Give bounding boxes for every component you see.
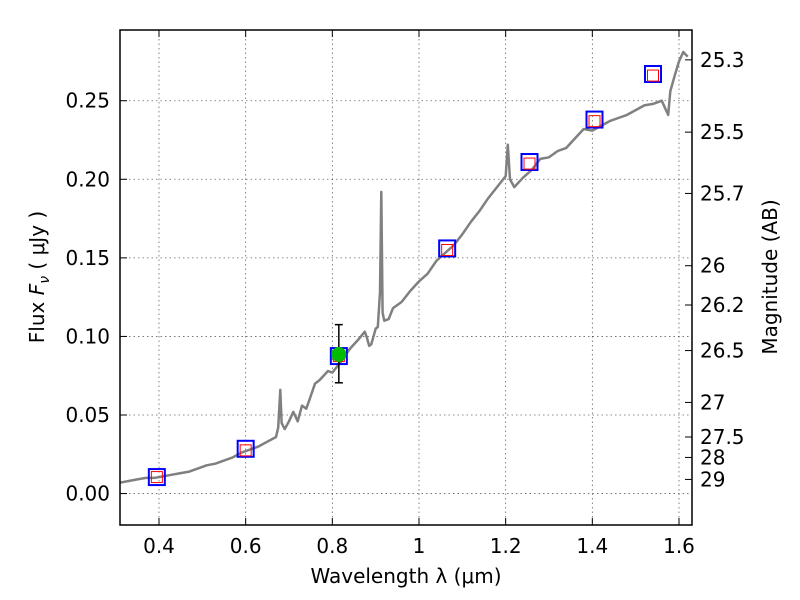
y-axis-title-unit: ( μJy ) <box>25 211 49 276</box>
y-axis-title-subscript: ν <box>37 276 53 284</box>
model-photometry-marker <box>150 471 163 484</box>
x-tick-label: 1 <box>413 534 426 558</box>
y-tick-label: 0.20 <box>65 167 110 191</box>
model-photometry-marker <box>441 244 454 256</box>
model-photometry-marker <box>647 69 659 82</box>
y-tick-label: 0.25 <box>65 89 110 113</box>
y2-tick-label: 29 <box>700 467 725 491</box>
ticks: 0.4 0.6 0.8 1 1.2 1.4 1.6 0.00 0.05 0.10 0.15 0.20 0… <box>65 30 745 558</box>
grid <box>120 30 692 525</box>
y2-tick-label: 26.5 <box>700 339 745 363</box>
x-axis-title: Wavelength λ (μm) <box>310 564 501 588</box>
observed-photometry-marker <box>644 65 662 83</box>
y2-tick-label: 27 <box>700 390 725 414</box>
y2-tick-label: 27.5 <box>700 425 745 449</box>
y-axis-title-prefix: Flux <box>25 295 49 343</box>
y-axis-title-symbol: F <box>25 283 49 295</box>
y2-tick-label: 26 <box>700 254 725 278</box>
observed-photometry-marker <box>585 110 604 129</box>
y-tick-label: 0.15 <box>65 246 110 270</box>
y2-tick-label: 25.3 <box>700 48 745 72</box>
x-tick-label: 0.8 <box>316 534 348 558</box>
observed-photometry-marker <box>520 153 539 171</box>
y2-axis-title: Magnitude (AB) <box>758 199 782 354</box>
plot-data <box>120 50 689 487</box>
model-photometry-marker <box>523 157 536 170</box>
x-tick-label: 0.6 <box>230 534 262 558</box>
x-tick-label: 1.4 <box>576 534 608 558</box>
model-photometry-marker <box>588 115 601 128</box>
x-tick-label: 0.4 <box>143 534 175 558</box>
detection-marker <box>331 347 347 362</box>
y-tick-label: 0.10 <box>65 324 110 348</box>
y2-tick-label: 25.5 <box>700 120 745 144</box>
y-tick-label: 0.05 <box>65 403 110 427</box>
observed-photometry-marker <box>438 239 457 258</box>
sed-model-line <box>120 50 689 484</box>
y-axis-title: Flux Fν ( μJy ) <box>25 211 53 343</box>
plot-frame <box>119 29 693 526</box>
y2-tick-label: 28 <box>700 445 725 469</box>
x-tick-label: 1.2 <box>490 534 522 558</box>
x-tick-label: 1.6 <box>663 534 695 558</box>
observed-photometry-marker <box>147 468 166 487</box>
model-photometry-marker <box>239 444 252 457</box>
y2-tick-label: 26.2 <box>700 293 745 317</box>
y2-tick-label: 25.7 <box>700 181 745 205</box>
observed-photometry-marker <box>236 439 255 458</box>
y-tick-label: 0.00 <box>65 482 110 506</box>
